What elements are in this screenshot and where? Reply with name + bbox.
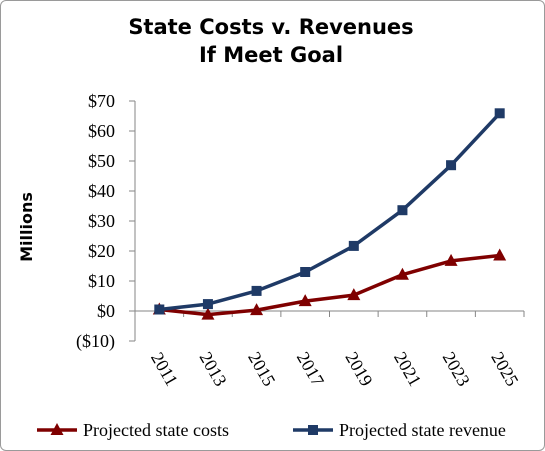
- revenue-point: [251, 285, 262, 296]
- x-tick-label: 2015: [244, 348, 279, 389]
- y-tick-label: $20: [88, 241, 115, 261]
- chart-title-line-2: If Meet Goal: [199, 43, 343, 67]
- x-tick-label: 2025: [487, 348, 522, 389]
- y-tick-label: $70: [88, 91, 115, 111]
- revenue-point: [202, 299, 213, 310]
- x-tick-label: 2011: [147, 349, 182, 390]
- x-tick-label: 2017: [293, 348, 328, 389]
- legend-square-marker: [308, 425, 318, 435]
- series-line-1: [159, 112, 501, 312]
- y-axis-label: Millions: [17, 192, 36, 262]
- cost-point: [201, 307, 215, 320]
- y-tick-label: $60: [88, 121, 115, 141]
- x-tick-label: 2019: [341, 348, 376, 389]
- y-tick-label: $30: [88, 211, 115, 231]
- legend-label: Projected state costs: [83, 420, 229, 440]
- y-tick-label: ($10): [76, 331, 115, 352]
- x-tick-label: 2013: [195, 348, 230, 389]
- y-tick-label: $40: [88, 181, 115, 201]
- cost-point: [395, 267, 409, 280]
- y-tick-label: $10: [88, 271, 115, 291]
- revenue-point: [154, 304, 165, 315]
- cost-point: [444, 253, 458, 266]
- legend-label: Projected state revenue: [339, 420, 506, 440]
- cost-point: [493, 248, 507, 261]
- series-line-0: [159, 253, 500, 317]
- cost-point: [250, 303, 264, 316]
- cost-point: [347, 288, 361, 301]
- revenue-point: [348, 240, 359, 251]
- revenue-point: [300, 267, 311, 277]
- y-tick-label: $50: [88, 151, 115, 171]
- chart-title-line-1: State Costs v. Revenues: [128, 15, 413, 39]
- cost-point: [298, 294, 312, 307]
- x-tick-label: 2021: [390, 348, 425, 389]
- revenue-point: [446, 160, 457, 171]
- legend-triangle-marker: [50, 423, 64, 435]
- y-tick-label: $0: [97, 301, 115, 321]
- revenue-point: [397, 205, 408, 216]
- revenue-point: [494, 108, 505, 119]
- x-tick-label: 2023: [439, 348, 474, 389]
